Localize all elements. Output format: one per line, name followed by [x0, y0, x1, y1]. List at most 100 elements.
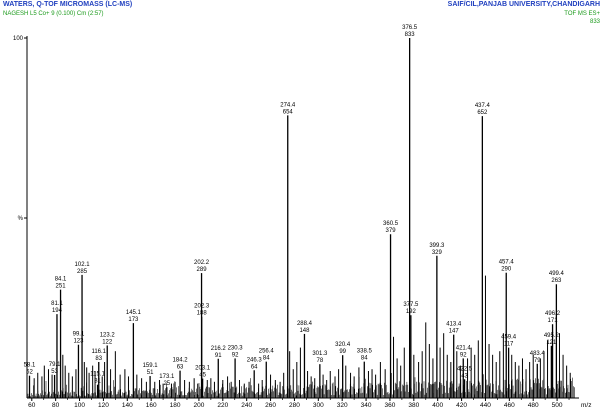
x-tick-label: 60 — [28, 402, 36, 409]
peak-bars — [28, 38, 571, 398]
peak-mz-label: 360.5 — [383, 221, 399, 227]
peak-mz-label: 246.3 — [247, 357, 263, 363]
x-tick-label: 420 — [456, 402, 467, 409]
peak-intensity-label: 45 — [199, 373, 206, 379]
x-tick-label: 480 — [528, 402, 539, 409]
peak-mz-label: 437.4 — [475, 103, 491, 109]
peak-intensity-label: 121 — [546, 340, 557, 346]
peak-mz-label: 58.1 — [24, 363, 36, 369]
peak-intensity-label: 122 — [102, 339, 113, 345]
peak-intensity-label: 147 — [449, 329, 460, 335]
x-tick-label: 120 — [98, 402, 109, 409]
x-tick-label: 440 — [480, 402, 491, 409]
peak-mz-label: 274.4 — [280, 102, 296, 108]
peak-intensity-label: 148 — [299, 328, 310, 334]
peak-intensity-label: 654 — [283, 109, 294, 115]
peak-mz-label: 376.5 — [402, 25, 418, 31]
x-tick-label: 200 — [193, 402, 204, 409]
scan-mode: TOF MS ES+ — [564, 11, 600, 17]
peak-intensity-label: 53 — [51, 369, 58, 375]
x-tick-label: 500 — [552, 402, 563, 409]
max-intensity: 833 — [589, 19, 600, 25]
peak-mz-label: 173.1 — [159, 374, 175, 380]
peak-mz-label: 115.1 — [90, 372, 105, 378]
peak-mz-label: 159.1 — [143, 363, 159, 369]
x-tick-label: 380 — [408, 402, 419, 409]
peak-mz-label: 202.3 — [194, 304, 210, 310]
peak-intensity-label: 192 — [406, 309, 417, 315]
peak-intensity-label: 52 — [26, 370, 33, 376]
peak-intensity-label: 290 — [501, 267, 512, 273]
peak-intensity-label: 91 — [215, 353, 222, 359]
lab-title: SAIF/CIL,PANJAB UNIVERSITY,CHANDIGARH — [447, 1, 600, 8]
peak-mz-label: 496.2 — [545, 311, 561, 317]
x-tick-label: 360 — [385, 402, 396, 409]
peak-intensity-label: 92 — [232, 352, 239, 358]
peak-mz-label: 79.1 — [49, 362, 61, 368]
peak-intensity-label: 79 — [534, 358, 541, 364]
x-tick-label: 300 — [313, 402, 324, 409]
peak-intensity-label: 31 — [94, 379, 101, 385]
peak-intensity-label: 92 — [460, 352, 467, 358]
peak-mz-label: 102.1 — [75, 262, 91, 268]
x-tick-label: 460 — [504, 402, 515, 409]
peak-intensity-label: 263 — [551, 278, 562, 284]
peak-mz-label: 84.1 — [55, 277, 67, 283]
peak-mz-label: 202.2 — [194, 260, 210, 266]
x-tick-label: 160 — [146, 402, 157, 409]
peak-intensity-label: 99 — [339, 349, 346, 355]
x-tick-label: 340 — [361, 402, 372, 409]
instrument-title: WATERS, Q-TOF MICROMASS (LC-MS) — [3, 1, 133, 8]
peak-mz-label: 230.3 — [228, 345, 244, 351]
x-axis-label: m/z — [581, 402, 591, 409]
peak-intensity-label: 194 — [52, 308, 63, 314]
peak-intensity-label: 251 — [56, 284, 67, 290]
peak-intensity-label: 652 — [477, 110, 488, 116]
x-tick-label: 220 — [217, 402, 228, 409]
x-tick-label: 320 — [337, 402, 348, 409]
peak-intensity-label: 329 — [432, 250, 443, 256]
peak-mz-label: 184.2 — [173, 358, 189, 364]
peak-intensity-label: 83 — [95, 356, 102, 362]
x-tick-label: 100 — [74, 402, 85, 409]
peak-intensity-label: 117 — [504, 342, 514, 348]
peak-mz-label: 413.4 — [446, 322, 462, 328]
peak-intensity-label: 171 — [548, 318, 559, 324]
sample-description: NAGESH L5 Co+ 9 (0.100) Cm (2:57) — [3, 11, 104, 17]
peak-mz-label: 422.5 — [457, 366, 473, 372]
peak-mz-label: 483.4 — [530, 351, 546, 357]
peak-intensity-label: 285 — [77, 269, 88, 275]
peak-intensity-label: 51 — [147, 370, 154, 376]
peak-mz-label: 123.2 — [100, 332, 116, 338]
peak-intensity-label: 43 — [461, 373, 468, 379]
peak-mz-label: 495.2 — [544, 333, 560, 339]
peak-labels: 58.15279.15381.119484.125199.1123102.128… — [24, 25, 565, 387]
x-tick-label: 260 — [265, 402, 276, 409]
peak-mz-label: 203.1 — [195, 366, 211, 372]
peak-mz-label: 116.1 — [91, 349, 106, 355]
peak-mz-label: 399.3 — [429, 243, 445, 249]
peak-intensity-label: 84 — [361, 356, 368, 362]
peak-mz-label: 457.4 — [499, 260, 515, 266]
peak-mz-label: 320.4 — [335, 342, 351, 348]
peak-mz-label: 338.5 — [357, 349, 373, 355]
x-tick-label: 400 — [432, 402, 443, 409]
peak-mz-label: 216.2 — [211, 346, 227, 352]
peak-intensity-label: 64 — [251, 364, 258, 370]
peak-mz-label: 459.4 — [501, 335, 517, 341]
x-tick-label: 280 — [289, 402, 300, 409]
x-tick-label: 180 — [170, 402, 181, 409]
peak-intensity-label: 173 — [128, 317, 139, 323]
peak-intensity-label: 188 — [197, 311, 208, 317]
peak-intensity-label: 25 — [163, 381, 170, 387]
y-tick-label: 100 — [13, 36, 24, 42]
peak-mz-label: 377.5 — [403, 302, 419, 308]
chart-axes: 100% 60 80 100 120 140 160 180 200 220 240 260 280 30… — [13, 36, 591, 409]
peak-intensity-label: 78 — [317, 358, 324, 364]
x-tick-label: 140 — [122, 402, 133, 409]
peak-mz-label: 288.4 — [297, 321, 313, 327]
y-tick-label: % — [18, 216, 24, 222]
x-tick-label: 240 — [241, 402, 252, 409]
peak-mz-label: 421.4 — [456, 345, 472, 351]
